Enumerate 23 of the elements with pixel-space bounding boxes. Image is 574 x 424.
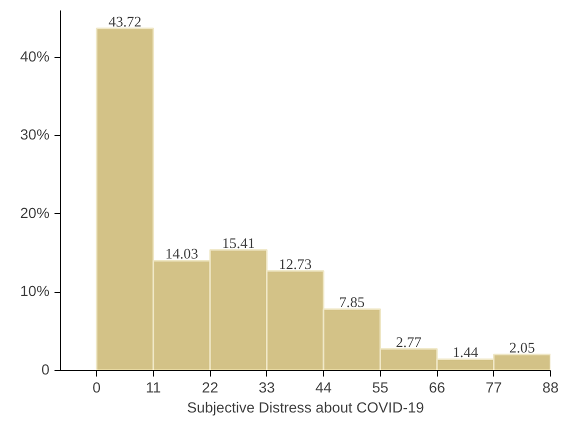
y-tick-label: 20%: [20, 206, 50, 222]
x-tick-label: 22: [202, 380, 218, 396]
data-label: 2.77: [396, 334, 422, 351]
data-label: 2.05: [509, 340, 535, 356]
data-label: 43.72: [108, 14, 142, 30]
data-label: 7.85: [339, 295, 365, 312]
y-tick-label: 0: [41, 362, 50, 378]
x-tick-label: 66: [428, 380, 446, 396]
x-tick-label: 0: [92, 380, 101, 396]
data-label: 1.44: [452, 345, 479, 362]
x-tick-label: 33: [258, 380, 275, 396]
x-tick-label: 77: [486, 380, 502, 396]
x-tick-label: 11: [146, 380, 161, 396]
data-label: 14.03: [165, 246, 198, 263]
x-tick-label: 55: [372, 380, 388, 396]
data-label: 12.73: [278, 256, 312, 273]
x-axis-title: Subjective Distress about COVID-19: [186, 400, 424, 416]
y-tick-label: 40%: [20, 49, 50, 66]
data-label: 15.41: [222, 236, 255, 252]
x-tick-label: 44: [315, 380, 332, 396]
y-tick-label: 10%: [20, 284, 50, 300]
x-tick-label: 88: [542, 380, 559, 396]
y-tick-label: 30%: [20, 128, 50, 144]
